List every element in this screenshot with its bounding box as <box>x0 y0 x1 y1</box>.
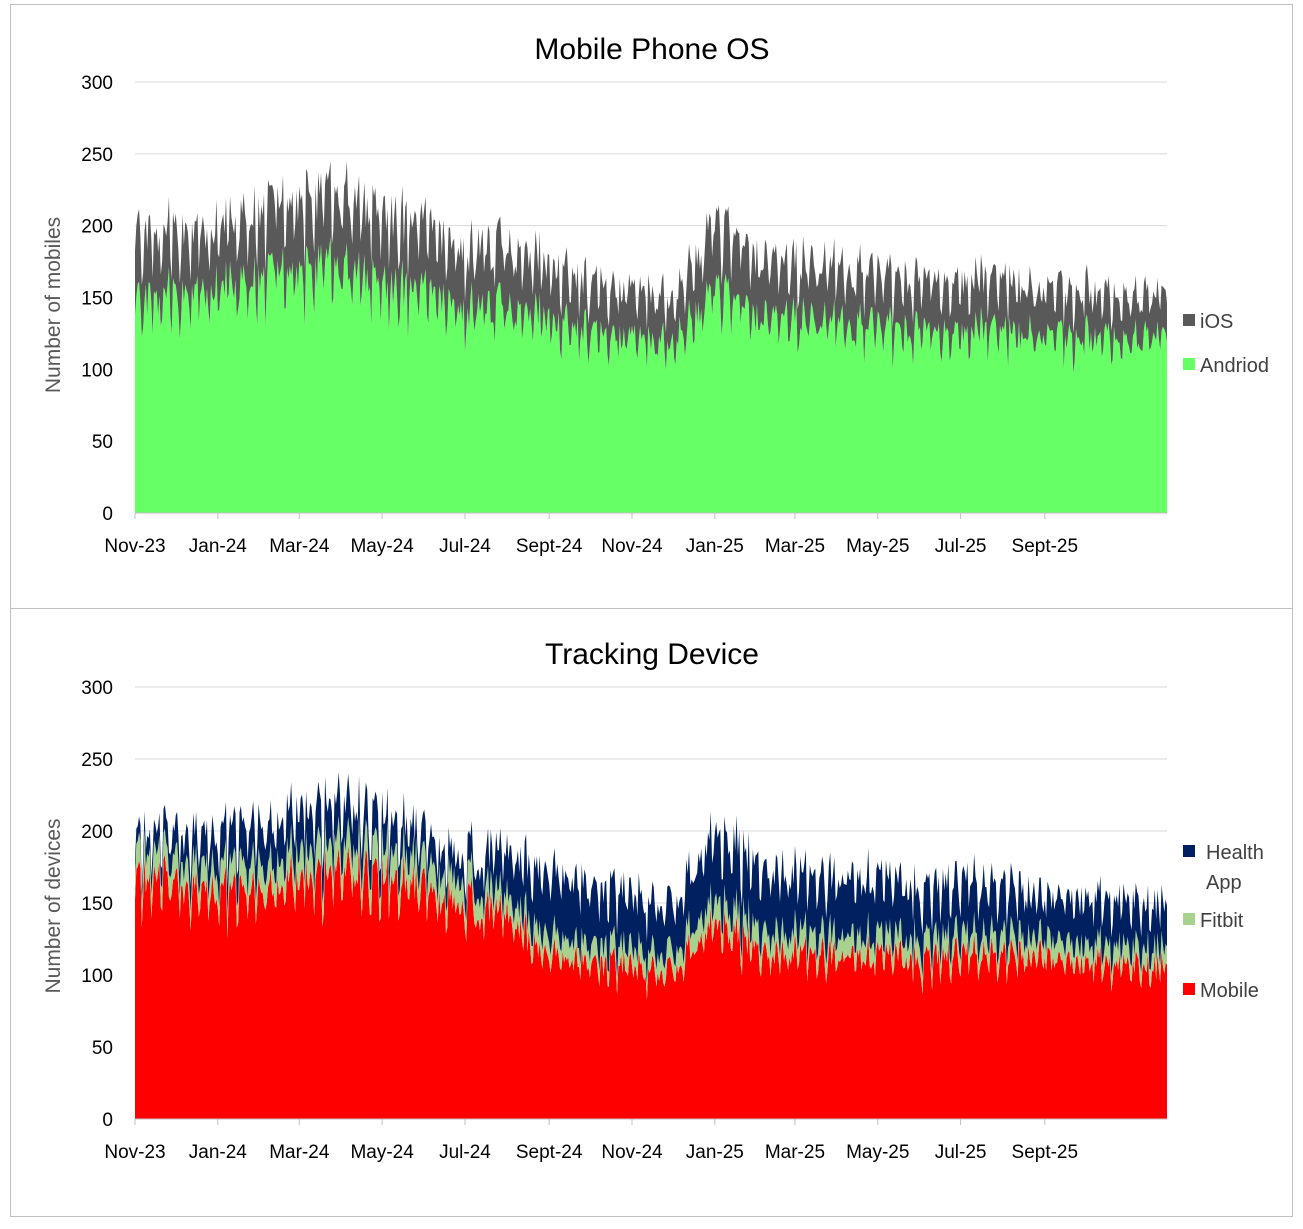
y-tick-label: 50 <box>92 1038 113 1059</box>
mobile-os-chart: Mobile Phone OS 0 50 100 150 200 250 300 Nov-23… <box>42 33 1269 557</box>
x-tick-label: Jan-25 <box>686 1142 744 1163</box>
tracking-device-chart: Tracking Device 0 50 100 150 200 250 300 Nov-23… <box>42 638 1264 1163</box>
x-tick-label: Nov-23 <box>104 536 165 557</box>
y-tick-label: 50 <box>92 432 113 453</box>
y-tick-label: 300 <box>81 73 113 94</box>
y-tick-label: 200 <box>81 822 113 843</box>
y-tick-label: 150 <box>81 894 113 915</box>
y-tick-label: 0 <box>102 504 113 525</box>
y-tick-label: 100 <box>81 360 113 381</box>
y-axis-label: Number of mobiles <box>42 217 65 393</box>
legend-label-health-app: Health App <box>1206 842 1264 894</box>
legend-swatch-ios <box>1183 314 1195 326</box>
x-tick-label: May-24 <box>350 1142 414 1163</box>
y-tick-label: 0 <box>102 1110 113 1131</box>
x-tick-label: Sept-24 <box>516 536 583 557</box>
y-tick-label: 150 <box>81 289 113 310</box>
x-tick-label: Sept-24 <box>516 1142 583 1163</box>
x-tick-label: Sept-25 <box>1012 1142 1079 1163</box>
y-tick-label: 200 <box>81 217 113 238</box>
x-tick-label: Jan-24 <box>189 536 248 557</box>
tracking-device-chart-panel: Tracking Device 0 50 100 150 200 250 300 Nov-23… <box>10 608 1293 1217</box>
x-tick-label: Jul-24 <box>439 1142 491 1163</box>
x-tick-label: Jan-24 <box>189 1142 248 1163</box>
x-tick-label: Jul-25 <box>935 536 987 557</box>
area-series-ios <box>135 160 1167 374</box>
x-tick-label: May-24 <box>350 536 414 557</box>
y-tick-label: 300 <box>81 678 113 699</box>
x-tick-label: Mar-25 <box>765 1142 825 1163</box>
x-tick-label: Jul-24 <box>439 536 491 557</box>
x-tick-label: Jul-25 <box>935 1142 987 1163</box>
x-tick-label: Mar-24 <box>269 536 330 557</box>
y-tick-label: 100 <box>81 966 113 987</box>
y-axis-label: Number of devices <box>42 818 65 993</box>
legend-swatch-andriod <box>1183 358 1195 370</box>
x-tick-label: Nov-24 <box>601 1142 663 1163</box>
area-series-andriod <box>135 236 1167 513</box>
area-series-fitbit <box>135 813 1167 1001</box>
x-tick-label: Nov-23 <box>104 1142 165 1163</box>
x-tick-label: May-25 <box>846 536 909 557</box>
legend-swatch-mobile <box>1183 983 1195 995</box>
y-tick-label: 250 <box>81 750 113 771</box>
x-tick-label: Mar-24 <box>269 1142 330 1163</box>
area-series-mobile <box>135 844 1167 1119</box>
chart-title: Mobile Phone OS <box>534 33 769 66</box>
legend-label-andriod: Andriod <box>1200 355 1269 377</box>
area-series-health-app <box>135 771 1167 985</box>
y-tick-label: 250 <box>81 145 113 166</box>
mobile-os-chart-panel: Mobile Phone OS 0 50 100 150 200 250 300 Nov-23… <box>10 4 1293 609</box>
legend-label-ios: iOS <box>1200 311 1233 333</box>
legend-swatch-fitbit <box>1183 913 1195 925</box>
legend-label-mobile: Mobile <box>1200 980 1259 1002</box>
x-tick-label: Sept-25 <box>1012 536 1079 557</box>
chart-title: Tracking Device <box>545 638 759 671</box>
x-tick-label: May-25 <box>846 1142 909 1163</box>
legend-label-fitbit: Fitbit <box>1200 910 1244 932</box>
legend-swatch-health-app <box>1183 845 1195 857</box>
x-tick-label: Mar-25 <box>765 536 825 557</box>
x-tick-label: Nov-24 <box>601 536 663 557</box>
x-tick-label: Jan-25 <box>686 536 744 557</box>
